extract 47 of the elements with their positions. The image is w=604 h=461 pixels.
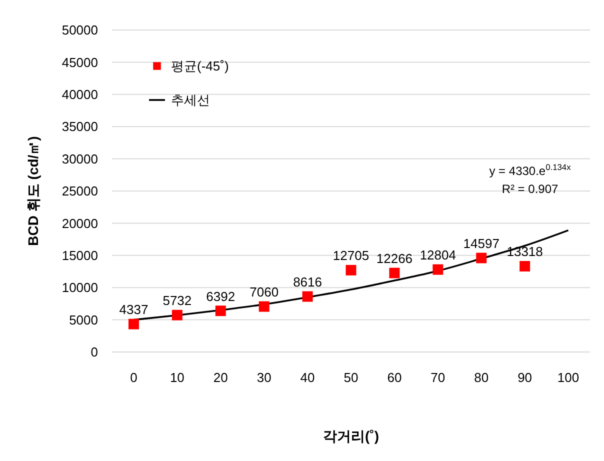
data-label: 12266 <box>376 251 413 266</box>
y-tick-label: 10000 <box>62 280 98 296</box>
y-tick-label: 35000 <box>62 119 98 134</box>
point <box>128 318 139 330</box>
x-tick-label: 0 <box>130 370 138 385</box>
point <box>346 264 356 276</box>
legend-label: 평균(-45˚) <box>171 58 229 74</box>
y-tick-label: 25000 <box>62 184 98 199</box>
y-tick-label: 0 <box>90 344 98 360</box>
annotation: y = 4330.e$^{0.134x}$ <box>489 162 572 178</box>
point <box>215 306 226 316</box>
y-tick-label: 45000 <box>62 54 98 70</box>
x-tick-label: 30 <box>256 370 272 385</box>
y-tick-label: 20000 <box>62 216 98 231</box>
x-tick-label: 50 <box>344 370 358 385</box>
point <box>432 264 444 275</box>
point <box>476 252 487 264</box>
x-tick-label: 40 <box>300 370 315 385</box>
x-tick-label: 70 <box>430 370 446 385</box>
y-tick-label: 30000 <box>62 151 98 166</box>
data-label: 8616 <box>293 274 322 290</box>
x-tick-label: 100 <box>557 370 580 385</box>
annotation: R² = 0.907 <box>502 182 559 196</box>
data-label: 6392 <box>206 288 236 304</box>
x-tick-label: 20 <box>213 370 228 385</box>
y-tick-label: 5000 <box>69 312 98 328</box>
data-label: 14597 <box>463 236 500 251</box>
y-axis-title: BCD 휘도 (cd/㎡) <box>25 136 41 246</box>
x-axis-title: 각거리(˚) <box>323 428 379 444</box>
legend-label: 추세선 <box>171 92 210 108</box>
x-tick-label: 80 <box>474 370 489 385</box>
x-tick-label: 60 <box>387 370 402 385</box>
y-tick-label: 15000 <box>62 248 98 263</box>
x-tick-label: 90 <box>518 370 532 385</box>
x-tick-label: 10 <box>170 370 184 385</box>
data-label: 12804 <box>420 248 456 263</box>
point <box>258 301 270 312</box>
point <box>172 310 182 320</box>
point <box>389 268 400 278</box>
data-label: 5732 <box>162 293 192 308</box>
data-label: 7060 <box>250 284 279 300</box>
data-label: 4337 <box>119 302 148 318</box>
point <box>302 291 313 302</box>
y-tick-label: 50000 <box>62 22 98 38</box>
data-label: 12705 <box>332 248 370 264</box>
point <box>520 260 530 272</box>
y-tick-label: 40000 <box>62 86 98 102</box>
